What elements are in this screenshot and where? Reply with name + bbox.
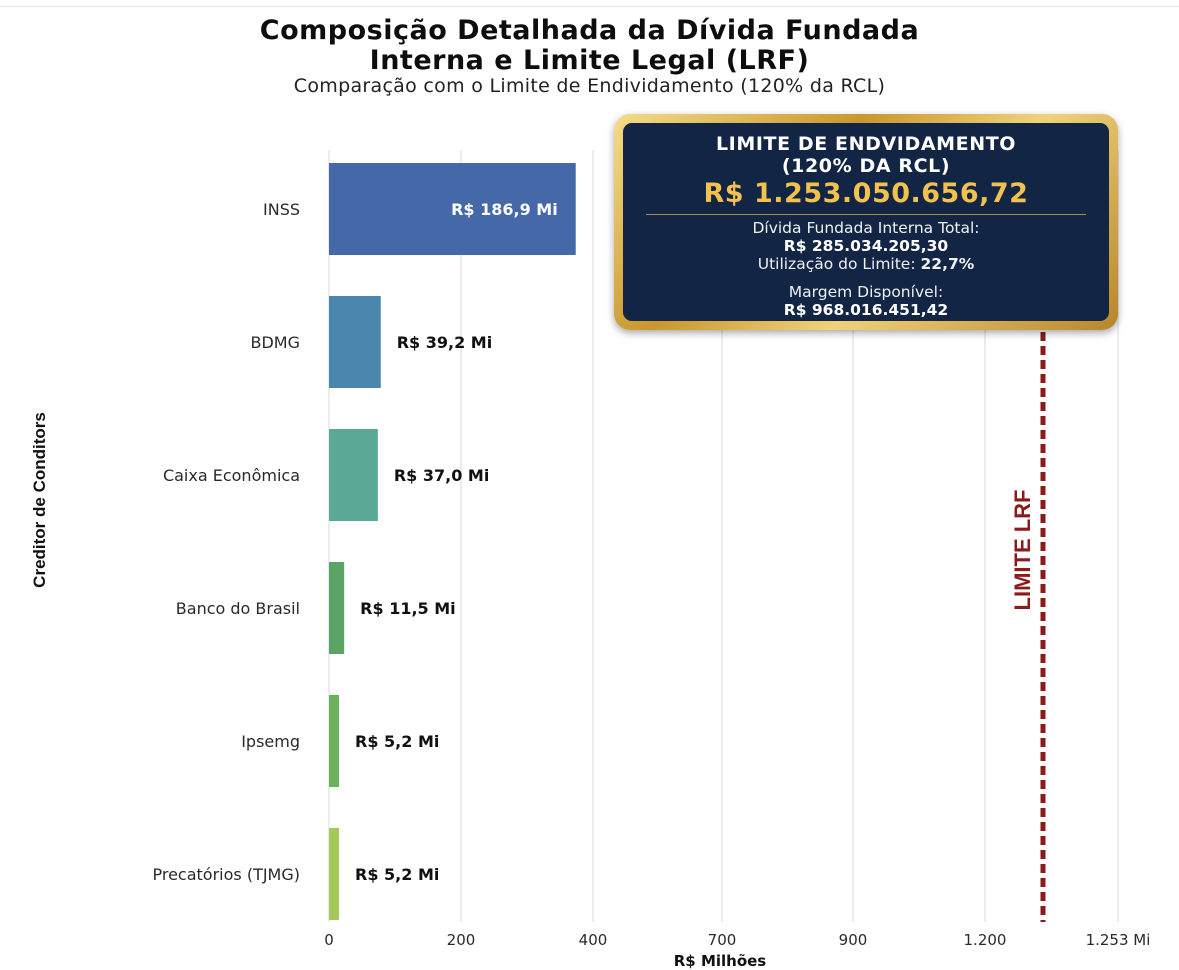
margin-label: Margem Disponível:: [788, 283, 944, 301]
labels: 0 200 400 700 900 1.200 1.253 Mi INSS R$ 186,9 M…: [152, 200, 1150, 949]
limit-value: R$ 1.253.050.656,72: [703, 178, 1029, 209]
value-label-0: R$ 186,9 Mi: [451, 200, 558, 219]
category-label-5: Precatórios (TJMG): [152, 865, 300, 884]
bar-5: [329, 828, 339, 920]
bar-1: [329, 296, 381, 388]
usage-label: Utilização do Limite:: [757, 255, 916, 273]
category-label-3: Banco do Brasil: [176, 599, 300, 618]
top-divider: [0, 6, 1179, 7]
value-label-2: R$ 37,0 Mi: [394, 466, 489, 485]
category-label-4: Ipsemg: [241, 732, 300, 751]
bar-4: [329, 695, 339, 787]
value-label-1: R$ 39,2 Mi: [397, 333, 492, 352]
usage-line: Utilização do Limite: 22,7%: [623, 255, 1109, 273]
x-tick-label-5: 1.200: [964, 931, 1007, 949]
y-axis-title: Creditor de Conditors: [30, 412, 49, 588]
x-tick-label-3: 700: [708, 931, 737, 949]
margin-value: R$ 968.016.451,42: [783, 301, 949, 319]
chart-title-line2: Interna e Limite Legal (LRF): [369, 45, 810, 76]
x-tick-label-2: 400: [579, 931, 608, 949]
info-box-heading-line1: LIMITE DE ENDVIDAMENTO: [715, 133, 1017, 155]
chart-subtitle: Comparação com o Limite de Endividamento…: [293, 75, 886, 97]
chart-title-line1: Composição Detalhada da Dívida Fundada: [259, 15, 920, 46]
bar-3: [329, 562, 345, 654]
x-tick-label-1: 200: [447, 931, 476, 949]
value-label-5: R$ 5,2 Mi: [355, 865, 439, 884]
info-box-divider: [646, 214, 1086, 215]
debt-label: Dívida Fundada Interna Total:: [752, 219, 980, 237]
category-label-0: INSS: [263, 200, 300, 219]
x-tick-label-6: 1.253 Mi: [1086, 931, 1151, 949]
bars: [329, 163, 1046, 922]
bar-2: [329, 429, 378, 521]
value-label-3: R$ 11,5 Mi: [360, 599, 455, 618]
debt-limit-info-box: LIMITE DE ENDVIDAMENTO (120% DA RCL) R$ …: [614, 114, 1118, 330]
bar-0: [329, 163, 576, 255]
x-axis-title: R$ Milhões: [674, 952, 767, 970]
x-tick-label-4: 900: [839, 931, 868, 949]
limit-line-label: LIMITE LRF: [1010, 490, 1035, 611]
info-box-panel: LIMITE DE ENDVIDAMENTO (120% DA RCL) R$ …: [623, 123, 1109, 321]
debt-value: R$ 285.034.205,30: [783, 237, 949, 255]
category-label-2: Caixa Econômica: [163, 466, 300, 485]
info-box-heading-line2: (120% DA RCL): [781, 155, 951, 177]
value-label-4: R$ 5,2 Mi: [355, 732, 439, 751]
category-label-1: BDMG: [251, 333, 301, 352]
x-tick-label-0: 0: [324, 931, 334, 949]
usage-value: 22,7%: [920, 255, 975, 273]
